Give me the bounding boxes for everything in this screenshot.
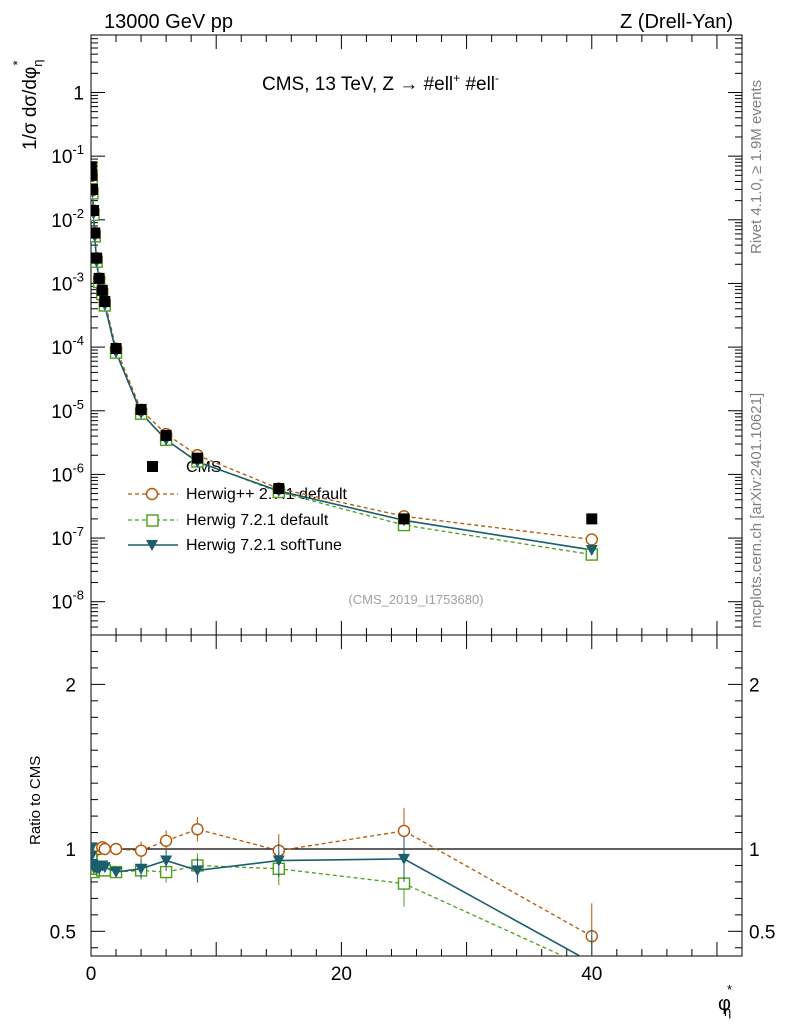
main-point-cms: [91, 183, 99, 195]
ratio-y-tick-label-left: 1: [65, 840, 76, 861]
ratio-point-herwigpp: [397, 824, 411, 838]
main-y-tick-label: 10-8: [51, 588, 84, 614]
main-point-cms: [91, 227, 101, 239]
main-point-cms: [398, 513, 410, 525]
main-y-tick-label: 10-6: [51, 460, 84, 486]
process-label: Z (Drell-Yan): [620, 11, 733, 33]
ratio-point-herwig721-softtune: [110, 867, 123, 879]
analysis-watermark: (CMS_2019_I1753680): [348, 592, 483, 607]
main-point-cms: [135, 403, 147, 415]
main-point-cms: [91, 204, 100, 216]
main-y-tick-label: 10-3: [51, 269, 84, 295]
legend: CMS Herwig++ 2.7.1 default Herwig 7.2.1 …: [128, 459, 348, 554]
ratio-point-herwig721-softtune: [272, 855, 285, 867]
main-point-cms: [91, 169, 98, 181]
ratio-y-tick-label-right: 0.5: [749, 922, 775, 943]
main-y-tick-label: 1: [73, 83, 84, 104]
main-point-cms: [99, 296, 111, 308]
ratio-y-tick-label-right: 2: [749, 675, 760, 696]
legend-marker-cms: [147, 461, 158, 472]
ratio-point-herwigpp: [98, 842, 111, 856]
ratio-point-herwigpp: [191, 823, 204, 836]
main-y-tick-label: 10-1: [51, 142, 84, 168]
main-point-herwigpp: [585, 533, 598, 546]
ratio-point-herwig721-softtune: [397, 853, 410, 865]
x-tick-label: 0: [86, 964, 97, 985]
main-point-cms: [191, 452, 203, 464]
rivet-label: Rivet 4.1.0, ≥ 1.9M events: [748, 80, 765, 254]
main-point-cms: [586, 513, 598, 525]
ratio-point-herwig721-softtune: [98, 862, 111, 874]
ratio-y-axis-label: Ratio to CMS: [27, 756, 44, 845]
ratio-y-tick-label-left: 2: [65, 675, 76, 696]
legend-label-herwigpp: Herwig++ 2.7.1 default: [186, 486, 348, 503]
x-tick-label: 20: [331, 964, 352, 985]
main-series-group: [91, 161, 598, 561]
legend-marker-herwigpp: [145, 487, 159, 501]
ratio-point-herwigpp: [109, 842, 123, 856]
main-y-axis-label: 1/σ dσ/dφη*: [10, 59, 45, 150]
beam-energy-label: 13000 GeV pp: [104, 11, 233, 33]
main-y-tick-label: 10-2: [51, 206, 84, 232]
main-point-herwig721-softtune: [585, 544, 598, 556]
main-point-cms: [110, 343, 122, 355]
ratio-point-herwig721-softtune: [160, 855, 173, 867]
main-point-cms: [96, 284, 108, 296]
ratio-point-herwig721-softtune: [191, 865, 204, 877]
x-axis-label: φ* η: [718, 982, 732, 1019]
ratio-series-group: [91, 807, 598, 956]
main-point-cms: [273, 483, 285, 495]
legend-label-herwig721-softtune: Herwig 7.2.1 softTune: [186, 537, 342, 554]
ratio-axis-ticks: 0.5 0.51 12 20 20 40: [50, 635, 775, 985]
x-tick-label: 40: [581, 964, 602, 985]
ratio-point-herwigpp: [134, 844, 148, 857]
ratio-point-herwigpp: [159, 834, 173, 847]
main-point-cms: [91, 252, 103, 264]
main-y-tick-label: 10-7: [51, 524, 84, 550]
legend-marker-herwig721-default: [146, 514, 159, 527]
main-point-cms: [160, 429, 172, 441]
chart-title: CMS, 13 TeV, Z → #ell+ #ell-: [262, 71, 499, 95]
main-line-herwigpp: [91, 167, 592, 541]
svg-text:1/σ dσ/dφη*: 1/σ dσ/dφη*: [10, 59, 45, 150]
ratio-plot-frame: [90, 634, 743, 957]
main-y-tick-label: 10-4: [51, 333, 84, 359]
main-point-cms: [91, 161, 97, 173]
ratio-y-tick-label-left: 0.5: [50, 922, 76, 943]
legend-label-herwig721-default: Herwig 7.2.1 default: [186, 512, 329, 529]
legend-marker-herwig721-softtune: [146, 540, 158, 551]
main-point-cms: [93, 272, 105, 284]
main-y-tick-label: 10-5: [51, 397, 84, 423]
mcplots-label: mcplots.cern.ch [arXiv:2401.10621]: [748, 393, 765, 628]
ratio-y-tick-label-right: 1: [749, 840, 760, 861]
ratio-point-herwig721-softtune: [135, 863, 148, 875]
